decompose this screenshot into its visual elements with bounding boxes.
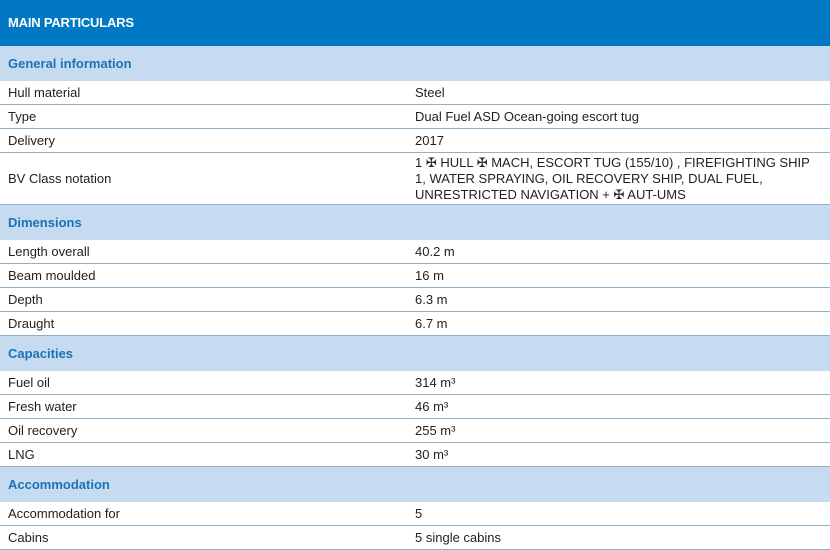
- table-body: General information Hull material Steel Typ…: [0, 46, 830, 550]
- row-label: Beam moulded: [8, 268, 96, 283]
- row-label: Accommodation for: [8, 506, 120, 521]
- section-heading: Dimensions: [0, 205, 830, 240]
- row-label: Cabins: [8, 530, 49, 545]
- row-label: Type: [8, 109, 37, 124]
- row-label: Fuel oil: [8, 375, 50, 390]
- row-value: 314 m³: [415, 374, 456, 390]
- table-row: BV Class notation 1 ✠ HULL ✠ MACH, ESCORT…: [0, 153, 830, 205]
- table-row: Fresh water 46 m³: [0, 395, 830, 419]
- row-value: 16 m: [415, 267, 444, 283]
- row-label: LNG: [8, 447, 35, 462]
- section-heading: Capacities: [0, 336, 830, 371]
- table-row: Fuel oil 314 m³: [0, 371, 830, 395]
- row-label: Length overall: [8, 244, 90, 259]
- table-row: Oil recovery 255 m³: [0, 419, 830, 443]
- row-label: Oil recovery: [8, 423, 78, 438]
- row-value: 255 m³: [415, 422, 456, 438]
- row-label: Hull material: [8, 85, 81, 100]
- row-value: Dual Fuel ASD Ocean-going escort tug: [415, 108, 640, 124]
- row-label: BV Class notation: [8, 171, 112, 186]
- row-value: Steel: [415, 84, 445, 100]
- row-value: 5 single cabins: [415, 529, 501, 545]
- table-row: Beam moulded 16 m: [0, 264, 830, 288]
- row-value: 6.7 m: [415, 315, 448, 331]
- table-row: Length overall 40.2 m: [0, 240, 830, 264]
- section-heading: Accommodation: [0, 467, 830, 502]
- row-value: 46 m³: [415, 398, 449, 414]
- table-title: MAIN PARTICULARS: [0, 0, 830, 46]
- table-row: Type Dual Fuel ASD Ocean-going escort tug: [0, 105, 830, 129]
- row-value: 40.2 m: [415, 243, 455, 259]
- table-row: Accommodation for 5: [0, 502, 830, 526]
- row-value: 30 m³: [415, 446, 449, 462]
- table-row: Delivery 2017: [0, 129, 830, 153]
- row-value: 2017: [415, 132, 444, 148]
- row-value: 5: [415, 505, 423, 521]
- row-value: 1 ✠ HULL ✠ MACH, ESCORT TUG (155/10) , F…: [415, 154, 810, 202]
- row-label: Depth: [8, 292, 43, 307]
- table-row: Hull material Steel: [0, 81, 830, 105]
- table-row: Draught 6.7 m: [0, 312, 830, 336]
- row-label: Fresh water: [8, 399, 77, 414]
- row-label: Draught: [8, 316, 55, 331]
- section-heading: General information: [0, 46, 830, 81]
- table-row: Depth 6.3 m: [0, 288, 830, 312]
- row-value: 6.3 m: [415, 291, 448, 307]
- table-row: LNG 30 m³: [0, 443, 830, 467]
- row-label: Delivery: [8, 133, 55, 148]
- table-row: Cabins 5 single cabins: [0, 526, 830, 550]
